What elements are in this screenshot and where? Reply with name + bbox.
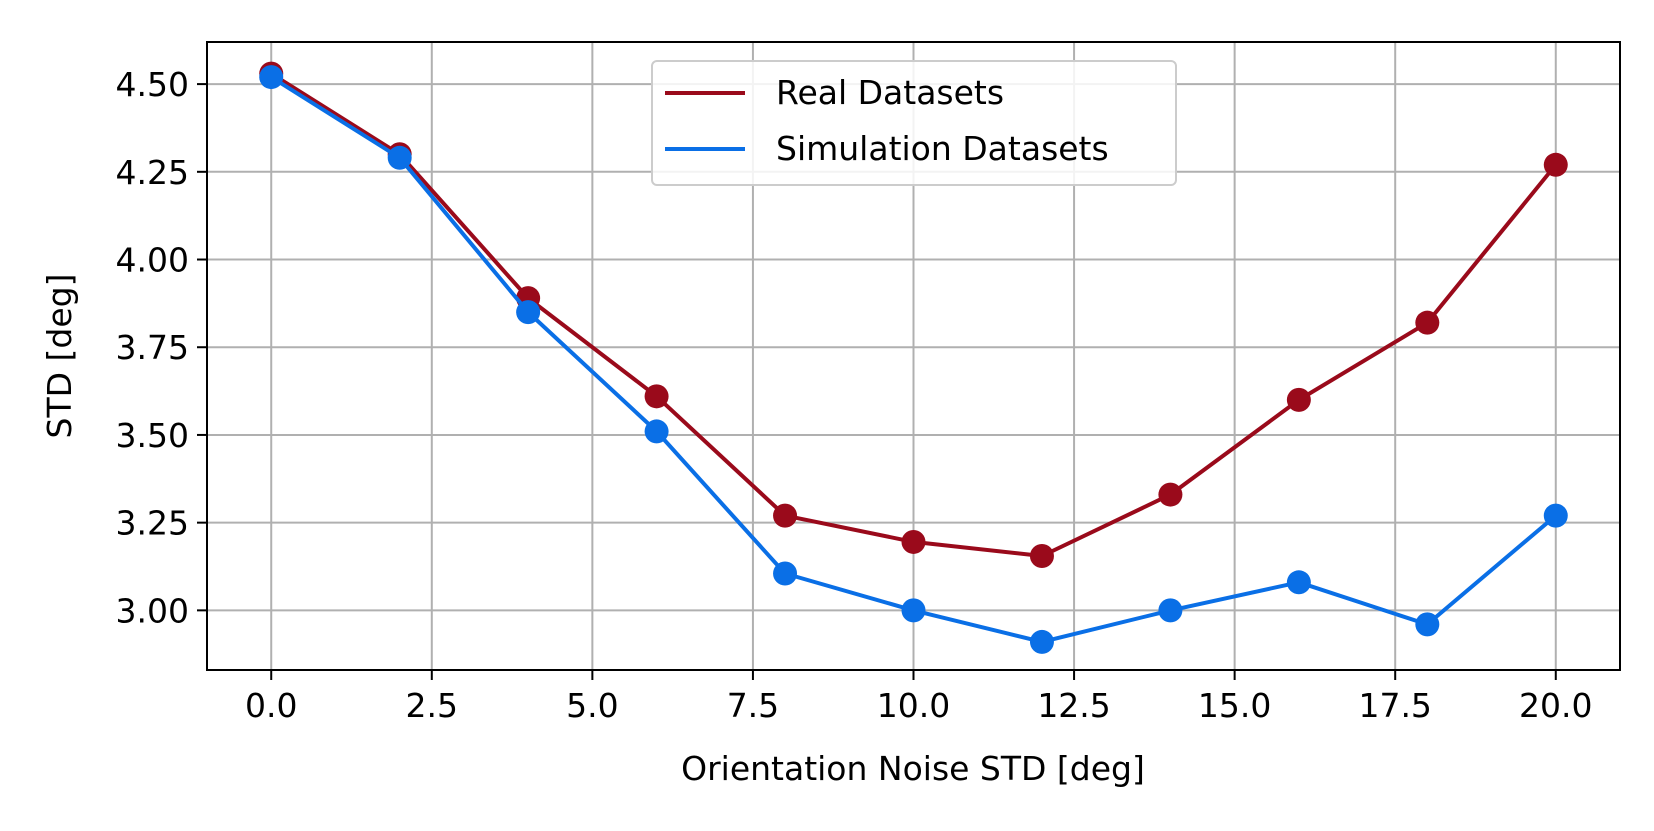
legend-box xyxy=(651,60,1177,186)
y-tick-label: 4.25 xyxy=(116,153,189,192)
y-tick-label: 3.00 xyxy=(116,591,189,630)
data-point-simulation-datasets xyxy=(1158,598,1183,623)
y-tick-label: 3.25 xyxy=(116,504,189,543)
axis-ticks: 0.0 2.5 5.0 7.5 10.0 12.5 15.0 17.5 20.0 3.00 3.25… xyxy=(116,65,1593,725)
y-tick-label: 4.00 xyxy=(116,241,189,280)
data-point-real-datasets xyxy=(773,503,798,528)
data-point-real-datasets xyxy=(644,384,669,409)
data-point-real-datasets xyxy=(1029,543,1054,568)
data-point-real-datasets xyxy=(901,529,926,554)
data-point-simulation-datasets xyxy=(516,300,541,325)
x-tick-label: 7.5 xyxy=(727,686,779,725)
data-point-simulation-datasets xyxy=(1029,629,1054,654)
data-point-real-datasets xyxy=(1286,387,1311,412)
x-tick-label: 10.0 xyxy=(877,686,950,725)
x-tick-label: 17.5 xyxy=(1358,686,1431,725)
x-tick-label: 20.0 xyxy=(1519,686,1592,725)
data-point-simulation-datasets xyxy=(259,65,284,90)
data-point-simulation-datasets xyxy=(1415,612,1440,637)
x-tick-label: 5.0 xyxy=(566,686,618,725)
data-point-simulation-datasets xyxy=(1543,503,1568,528)
x-tick-label: 15.0 xyxy=(1198,686,1271,725)
data-point-simulation-datasets xyxy=(1286,570,1311,595)
data-point-simulation-datasets xyxy=(644,419,669,444)
x-tick-label: 12.5 xyxy=(1037,686,1110,725)
series-layer xyxy=(259,61,1568,654)
data-point-simulation-datasets xyxy=(901,598,926,623)
y-tick-label: 3.75 xyxy=(116,328,189,367)
legend-label-simulation: Simulation Datasets xyxy=(776,129,1109,168)
x-axis-label: Orientation Noise STD [deg] xyxy=(681,749,1145,788)
y-tick-label: 4.50 xyxy=(116,65,189,104)
plot-frame xyxy=(206,41,1621,671)
x-tick-label: 2.5 xyxy=(406,686,458,725)
data-point-real-datasets xyxy=(1415,310,1440,335)
legend-label-real: Real Datasets xyxy=(776,73,1004,112)
legend: Real Datasets Simulation Datasets xyxy=(651,60,1177,186)
y-tick-label: 3.50 xyxy=(116,416,189,455)
data-point-simulation-datasets xyxy=(773,561,798,586)
data-point-real-datasets xyxy=(1158,482,1183,507)
y-axis-label: STD [deg] xyxy=(40,274,79,439)
data-point-simulation-datasets xyxy=(387,145,412,170)
x-tick-label: 0.0 xyxy=(245,686,297,725)
data-point-real-datasets xyxy=(1543,152,1568,177)
